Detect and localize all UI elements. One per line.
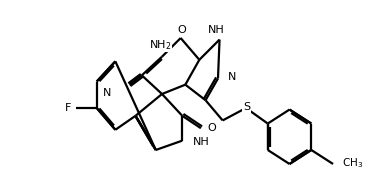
Text: F: F [65, 103, 71, 113]
Text: S: S [243, 102, 250, 112]
Text: O: O [177, 25, 186, 35]
Text: N: N [103, 88, 111, 98]
Text: CH$_3$: CH$_3$ [342, 156, 363, 170]
Text: NH: NH [207, 25, 224, 35]
Text: NH$_2$: NH$_2$ [149, 38, 172, 52]
Text: N: N [228, 72, 236, 82]
Text: NH: NH [193, 137, 210, 147]
Text: O: O [208, 123, 217, 133]
